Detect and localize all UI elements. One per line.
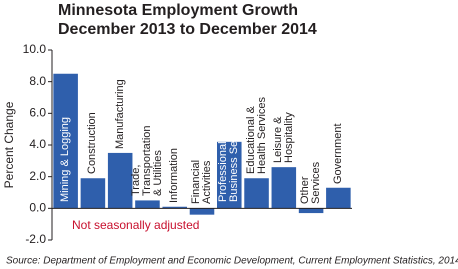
category-label: Information bbox=[168, 147, 181, 203]
category-label: Other Services bbox=[299, 162, 323, 205]
category-label: Educational & Health Services bbox=[244, 97, 268, 175]
bar bbox=[217, 141, 242, 209]
y-tick-label: 4.0 bbox=[29, 137, 46, 151]
source-note: Source: Department of Employment and Eco… bbox=[6, 256, 458, 267]
bar bbox=[107, 152, 133, 209]
bar bbox=[135, 200, 160, 209]
chart-title: Minnesota Employment Growth bbox=[58, 2, 299, 19]
category-label: Government bbox=[331, 123, 344, 184]
category-label: Construction bbox=[86, 112, 99, 175]
category-label: Manufacturing bbox=[113, 79, 126, 149]
bar bbox=[244, 178, 269, 209]
bar bbox=[271, 167, 297, 209]
category-label: Mining & Logging bbox=[59, 117, 72, 203]
category-label: Trade, Transportation & Utilities bbox=[129, 125, 164, 197]
category-label: Financial Activities bbox=[190, 160, 213, 205]
y-tick-label: 0.0 bbox=[29, 201, 46, 215]
y-tick-label: 6.0 bbox=[29, 106, 46, 120]
bar bbox=[326, 187, 351, 209]
y-tick-label: 2.0 bbox=[29, 169, 46, 183]
chart-subtitle: December 2013 to December 2014 bbox=[58, 21, 317, 38]
bar bbox=[80, 178, 106, 209]
bar bbox=[189, 208, 215, 215]
category-label: Leisure & Hospitality bbox=[271, 112, 295, 164]
y-axis-label: Percent Change bbox=[2, 101, 16, 188]
y-tick-label: 10.0 bbox=[23, 42, 47, 56]
category-label: Professional & Business Services bbox=[217, 112, 241, 203]
y-tick-label: 8.0 bbox=[29, 74, 46, 88]
bar bbox=[53, 73, 78, 209]
bar bbox=[298, 208, 324, 214]
annotation: Not seasonally adjusted bbox=[72, 218, 199, 232]
y-tick-label: -2.0 bbox=[25, 232, 46, 246]
bar bbox=[162, 206, 187, 209]
